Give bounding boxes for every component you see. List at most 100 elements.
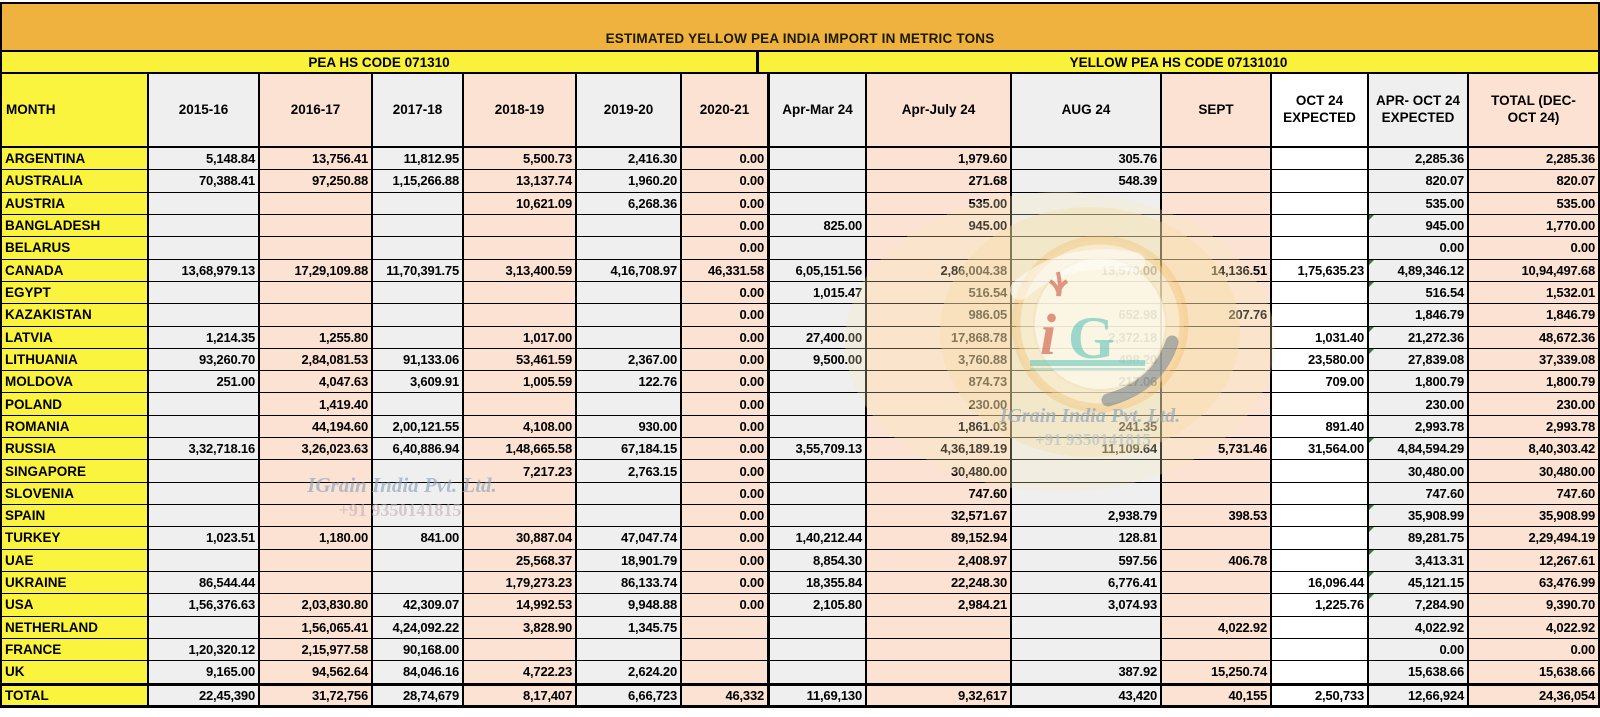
data-cell[interactable]: 6,40,886.94 (373, 438, 464, 461)
data-cell[interactable] (373, 192, 464, 215)
data-cell[interactable]: 4,108.00 (464, 415, 577, 439)
data-cell[interactable]: 0.00 (682, 482, 770, 505)
data-cell[interactable]: 6,05,151.56 (770, 259, 867, 282)
data-cell[interactable] (1272, 170, 1369, 193)
data-cell[interactable] (149, 616, 260, 639)
row-label[interactable]: NETHERLAND (2, 616, 149, 639)
data-cell[interactable]: 1,846.79 (1369, 304, 1469, 327)
data-cell[interactable] (260, 505, 373, 528)
data-cell[interactable]: 0.00 (682, 281, 770, 305)
row-label[interactable]: AUSTRALIA (2, 170, 149, 193)
data-cell[interactable] (1012, 237, 1162, 260)
data-cell[interactable] (770, 661, 867, 684)
data-cell[interactable] (373, 281, 464, 305)
data-cell[interactable] (149, 415, 260, 439)
data-cell[interactable]: 91,133.06 (373, 348, 464, 372)
data-cell[interactable]: 15,638.66 (1369, 661, 1469, 684)
data-cell[interactable]: 0.00 (682, 237, 770, 260)
data-cell[interactable]: 10,94,497.68 (1469, 259, 1598, 282)
data-cell[interactable] (1272, 237, 1369, 260)
data-cell[interactable]: 2,624.20 (577, 661, 682, 684)
data-cell[interactable]: 548.39 (1012, 170, 1162, 193)
column-header[interactable]: SEPT (1162, 74, 1272, 148)
data-cell[interactable]: 945.00 (1369, 214, 1469, 238)
data-cell[interactable]: 241.35 (1012, 415, 1162, 439)
data-cell[interactable] (149, 192, 260, 215)
data-cell[interactable]: 3,760.88 (867, 348, 1012, 372)
data-cell[interactable] (1272, 638, 1369, 662)
column-header[interactable]: 2016-17 (260, 74, 373, 148)
data-cell[interactable] (260, 460, 373, 483)
data-cell[interactable]: 46,331.58 (682, 259, 770, 282)
data-cell[interactable]: 1,40,212.44 (770, 527, 867, 550)
data-cell[interactable]: 3,13,400.59 (464, 259, 577, 282)
data-cell[interactable]: 1,770.00 (1469, 214, 1598, 238)
data-cell[interactable]: 86,544.44 (149, 571, 260, 595)
data-cell[interactable]: 84,046.16 (373, 661, 464, 684)
row-label[interactable]: RUSSIA (2, 438, 149, 461)
data-cell[interactable]: 709.00 (1272, 371, 1369, 394)
data-cell[interactable]: 2,367.00 (577, 348, 682, 372)
data-cell[interactable]: 2,00,121.55 (373, 415, 464, 439)
row-label[interactable]: SINGAPORE (2, 460, 149, 483)
data-cell[interactable] (1162, 148, 1272, 171)
data-cell[interactable]: 1,15,266.88 (373, 170, 464, 193)
data-cell[interactable]: 820.07 (1369, 170, 1469, 193)
data-cell[interactable]: 1,180.00 (260, 527, 373, 550)
data-cell[interactable]: 305.76 (1012, 148, 1162, 171)
data-cell[interactable]: 45,121.15 (1369, 571, 1469, 595)
data-cell[interactable] (373, 571, 464, 595)
data-cell[interactable]: 21,272.36 (1369, 326, 1469, 349)
data-cell[interactable]: 89,281.75 (1369, 527, 1469, 550)
data-cell[interactable] (373, 214, 464, 238)
data-cell[interactable]: 1,023.51 (149, 527, 260, 550)
row-label[interactable]: CANADA (2, 259, 149, 282)
data-cell[interactable]: 9,948.88 (577, 594, 682, 617)
data-cell[interactable]: 4,047.63 (260, 371, 373, 394)
data-cell[interactable] (1272, 281, 1369, 305)
data-cell[interactable] (260, 281, 373, 305)
data-cell[interactable]: 3,413.31 (1369, 549, 1469, 572)
data-cell[interactable]: 945.00 (867, 214, 1012, 238)
data-cell[interactable]: 30,480.00 (1469, 460, 1598, 483)
data-cell[interactable]: 37,339.08 (1469, 348, 1598, 372)
data-cell[interactable] (149, 505, 260, 528)
data-cell[interactable]: 24,36,054 (1469, 683, 1598, 706)
data-cell[interactable] (1162, 527, 1272, 550)
data-cell[interactable] (1162, 348, 1272, 372)
data-cell[interactable] (260, 214, 373, 238)
data-cell[interactable]: 0.00 (682, 415, 770, 439)
data-cell[interactable] (770, 371, 867, 394)
data-cell[interactable]: 930.00 (577, 415, 682, 439)
data-cell[interactable] (1272, 214, 1369, 238)
data-cell[interactable]: 8,40,303.42 (1469, 438, 1598, 461)
data-cell[interactable] (373, 304, 464, 327)
data-cell[interactable]: 9,165.00 (149, 661, 260, 684)
data-cell[interactable]: 4,89,346.12 (1369, 259, 1469, 282)
data-cell[interactable]: 15,638.66 (1469, 661, 1598, 684)
row-label[interactable]: MOLDOVA (2, 371, 149, 394)
data-cell[interactable]: 11,70,391.75 (373, 259, 464, 282)
row-label[interactable]: UAE (2, 549, 149, 572)
row-label[interactable]: AUSTRIA (2, 192, 149, 215)
data-cell[interactable] (464, 505, 577, 528)
data-cell[interactable]: 652.98 (1012, 304, 1162, 327)
data-cell[interactable] (770, 638, 867, 662)
row-label[interactable]: BELARUS (2, 237, 149, 260)
data-cell[interactable]: 5,731.46 (1162, 438, 1272, 461)
data-cell[interactable]: 0.00 (682, 192, 770, 215)
data-cell[interactable] (464, 237, 577, 260)
data-cell[interactable]: 2,03,830.80 (260, 594, 373, 617)
data-cell[interactable] (770, 170, 867, 193)
data-cell[interactable]: 11,109.64 (1012, 438, 1162, 461)
data-cell[interactable] (260, 304, 373, 327)
data-cell[interactable]: 1,979.60 (867, 148, 1012, 171)
data-cell[interactable]: 0.00 (682, 594, 770, 617)
data-cell[interactable]: 27,839.08 (1369, 348, 1469, 372)
data-cell[interactable] (577, 326, 682, 349)
data-cell[interactable] (1162, 281, 1272, 305)
data-cell[interactable]: 128.81 (1012, 527, 1162, 550)
data-cell[interactable]: 7,217.23 (464, 460, 577, 483)
data-cell[interactable]: 31,72,756 (260, 683, 373, 706)
data-cell[interactable] (1012, 214, 1162, 238)
